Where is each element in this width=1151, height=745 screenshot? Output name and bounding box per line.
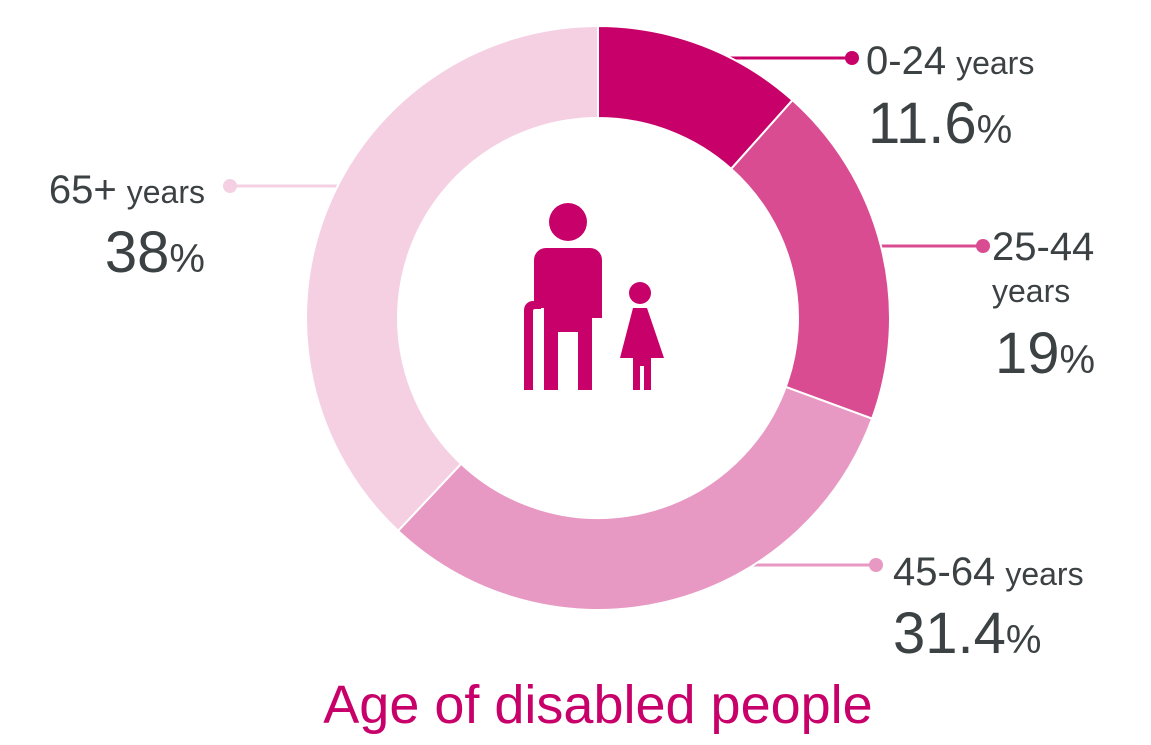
label-25-44-age: 25-44	[992, 225, 1094, 269]
label-25-44-value: 19%	[995, 321, 1095, 386]
elderly-person-with-child-icon	[524, 203, 664, 390]
label-0-24-age: 0-24 years	[866, 39, 1034, 83]
label-45-64-age: 45-64 years	[893, 550, 1084, 594]
leader-dot-1	[976, 239, 990, 253]
leader-dot-2	[869, 558, 883, 572]
label-25-44-suffix: years	[992, 273, 1070, 309]
donut-slices	[305, 24, 891, 611]
label-0-24-value: 11.6%	[868, 91, 1012, 156]
slice-65-years	[305, 24, 599, 533]
slice-45-64-years	[396, 385, 874, 611]
leader-dot-3	[223, 179, 237, 193]
slice-labels: 0-24 years 11.6% 25-44 years 19% 45-64 yea…	[49, 39, 1095, 666]
leader-dot-0	[845, 51, 859, 65]
label-65-plus-value: 38%	[105, 220, 205, 285]
label-45-64-value: 31.4%	[893, 601, 1041, 666]
chart-title: Age of disabled people	[323, 675, 872, 735]
slice-25-44-years	[729, 98, 891, 420]
label-65-plus-age: 65+ years	[49, 168, 205, 212]
